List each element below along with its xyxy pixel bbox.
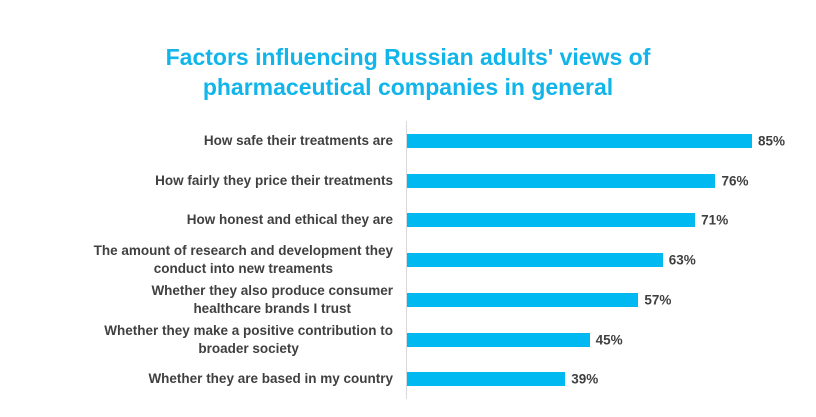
category-label: The amount of research and development t…	[94, 242, 393, 278]
category-label: Whether they also produce consumer health…	[151, 282, 393, 318]
category-label-line: How fairly they price their treatments	[155, 172, 393, 188]
data-label: 57%	[644, 292, 672, 308]
data-label: 63%	[668, 252, 696, 268]
chart-title-line-1: Factors influencing Russian adults' view…	[165, 44, 651, 70]
category-label-line: Whether they also produce consumer	[151, 282, 393, 298]
bar	[407, 173, 716, 188]
chart-title: Factors influencing Russian adults' view…	[0, 42, 816, 102]
data-label: 39%	[571, 371, 599, 387]
category-label-line: conduct into new treaments	[153, 261, 333, 277]
data-label: 85%	[758, 133, 786, 149]
category-label-line: Whether they are based in my country	[148, 371, 393, 387]
category-label: How honest and ethical they are	[187, 211, 393, 229]
category-label-line: How honest and ethical they are	[186, 212, 393, 228]
category-axis-line	[406, 121, 407, 399]
category-label-line: The amount of research and development t…	[93, 243, 393, 259]
bar	[407, 332, 590, 347]
bar	[407, 292, 639, 307]
data-label: 76%	[721, 173, 749, 189]
category-label-line: broader society	[198, 340, 299, 356]
category-label: Whether they are based in my country	[148, 370, 393, 388]
category-label-line: How safe their treatments are	[203, 133, 393, 148]
bar	[407, 372, 566, 387]
bar	[407, 253, 663, 268]
category-label-line: Whether they make a positive contributio…	[104, 322, 393, 338]
bar	[407, 213, 696, 228]
data-label: 45%	[595, 332, 623, 347]
category-label-line: healthcare brands I trust	[193, 300, 351, 316]
chart-title-line-2: pharmaceutical companies in general	[202, 74, 614, 100]
data-label: 71%	[701, 212, 729, 228]
category-label: Whether they make a positive contributio…	[104, 322, 393, 358]
bar	[407, 134, 752, 148]
category-label: How fairly they price their treatments	[155, 172, 393, 190]
category-label: How safe their treatments are	[204, 132, 393, 150]
